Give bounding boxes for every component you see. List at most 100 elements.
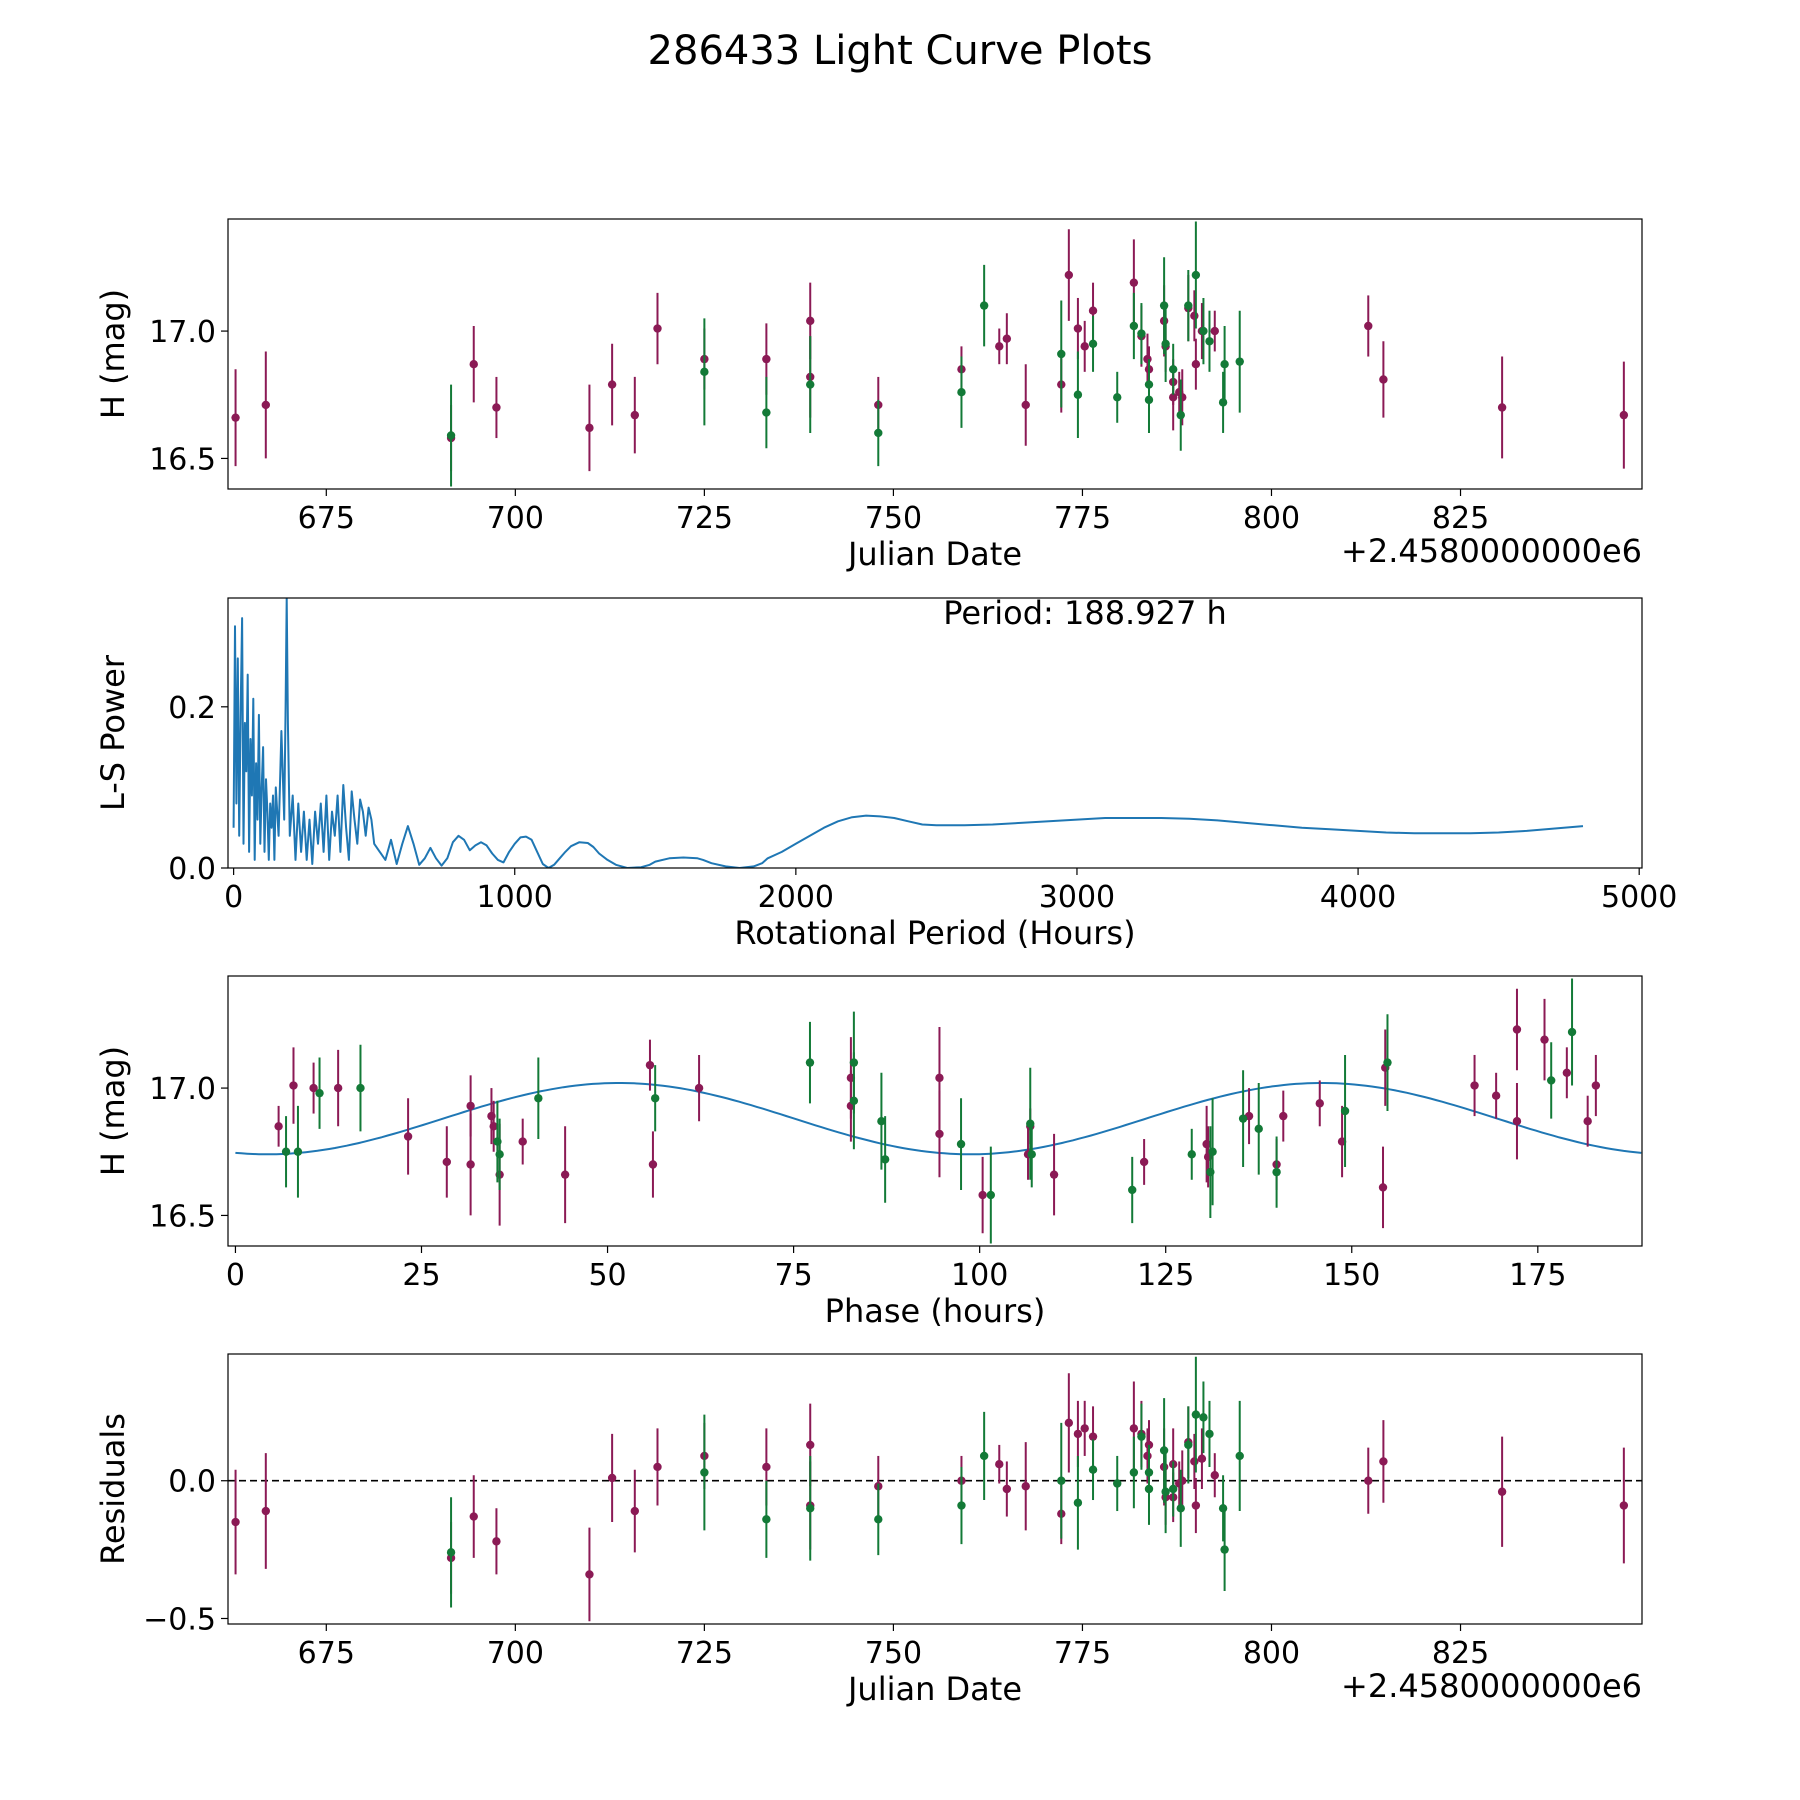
y-tick-label: 0.0 [168, 852, 216, 887]
data-point [356, 1084, 364, 1092]
lightcurve-offset-text: +2.4580000000e6 [1341, 532, 1642, 570]
x-tick-label: 150 [1323, 1258, 1380, 1293]
data-point [631, 411, 639, 419]
data-point [1081, 1424, 1089, 1432]
data-point [447, 1548, 455, 1556]
data-point [1089, 340, 1097, 348]
data-point [1498, 403, 1506, 411]
x-tick-label: 725 [676, 501, 733, 536]
periodogram-x-axis-label: Rotational Period (Hours) [734, 914, 1135, 952]
x-tick-label: 25 [402, 1258, 440, 1293]
data-point [231, 1518, 239, 1526]
data-point [1130, 1468, 1138, 1476]
data-point [447, 431, 455, 439]
data-point [1137, 329, 1145, 337]
x-tick-label: 3000 [1039, 880, 1115, 915]
data-point [1065, 1419, 1073, 1427]
data-point [1137, 1432, 1145, 1440]
data-point [1065, 271, 1073, 279]
data-point [492, 1537, 500, 1545]
data-point [881, 1155, 889, 1163]
data-point [700, 368, 708, 376]
data-point [1220, 1545, 1228, 1553]
y-tick-label: 0.2 [168, 691, 216, 726]
data-point [1592, 1081, 1600, 1089]
data-point [1255, 1125, 1263, 1133]
data-point [1140, 1158, 1148, 1166]
data-point [1130, 1424, 1138, 1432]
data-point [1547, 1076, 1555, 1084]
data-point [1130, 322, 1138, 330]
x-tick-label: 5000 [1601, 880, 1677, 915]
phased-y-axis-label: H (mag) [94, 1046, 132, 1176]
data-point [1316, 1099, 1324, 1107]
data-point [1022, 1482, 1030, 1490]
data-point [695, 1084, 703, 1092]
data-point [315, 1089, 323, 1097]
data-point [561, 1170, 569, 1178]
data-point [1074, 324, 1082, 332]
data-point [957, 388, 965, 396]
data-point [1279, 1112, 1287, 1120]
data-point [466, 1102, 474, 1110]
data-point [1583, 1117, 1591, 1125]
data-point [1128, 1186, 1136, 1194]
data-point [1089, 306, 1097, 314]
data-point [1492, 1092, 1500, 1100]
data-point [1205, 1430, 1213, 1438]
data-point [649, 1160, 657, 1168]
data-point [980, 301, 988, 309]
data-point [534, 1094, 542, 1102]
data-point [1379, 375, 1387, 383]
data-point [1540, 1035, 1548, 1043]
data-point [1239, 1114, 1247, 1122]
data-point [957, 1140, 965, 1148]
data-point [1568, 1028, 1576, 1036]
x-tick-label: 675 [298, 501, 355, 536]
data-point [762, 408, 770, 416]
x-tick-label: 700 [487, 501, 544, 536]
data-point [1192, 1501, 1200, 1509]
data-point [935, 1074, 943, 1082]
x-tick-label: 800 [1243, 1636, 1300, 1671]
data-point [1620, 1501, 1628, 1509]
data-point [1470, 1081, 1478, 1089]
data-point [1190, 1457, 1198, 1465]
x-tick-label: 100 [951, 1258, 1008, 1293]
x-tick-label: 50 [588, 1258, 626, 1293]
data-point [1161, 1488, 1169, 1496]
data-point [850, 1058, 858, 1066]
data-point [1177, 1504, 1185, 1512]
data-point [1143, 355, 1151, 363]
data-point [1563, 1069, 1571, 1077]
data-point [1190, 312, 1198, 320]
data-point [1145, 1468, 1153, 1476]
data-point [1513, 1025, 1521, 1033]
data-point [700, 1468, 708, 1476]
figure: 286433 Light Curve Plots 675 700 725 750 775… [0, 0, 1800, 1800]
data-point [294, 1148, 302, 1156]
data-point [1620, 411, 1628, 419]
data-point [653, 1463, 661, 1471]
y-tick-label: 17.0 [149, 315, 216, 350]
data-point [1143, 1452, 1151, 1460]
x-tick-label: 700 [487, 1636, 544, 1671]
phased-x-axis-label: Phase (hours) [825, 1292, 1046, 1330]
data-point [519, 1137, 527, 1145]
figure-title: 286433 Light Curve Plots [648, 28, 1153, 74]
data-point [274, 1122, 282, 1130]
data-point [1379, 1457, 1387, 1465]
data-point [334, 1084, 342, 1092]
data-point [1003, 1485, 1011, 1493]
data-point [1169, 365, 1177, 373]
y-tick-label: 16.5 [149, 1199, 216, 1234]
data-point [806, 1504, 814, 1512]
data-point [608, 380, 616, 388]
lightcurve-x-axis-label: Julian Date [846, 535, 1022, 573]
data-point [646, 1061, 654, 1069]
data-point [806, 1058, 814, 1066]
data-point [806, 1441, 814, 1449]
x-tick-label: 750 [865, 1636, 922, 1671]
data-point [1161, 340, 1169, 348]
x-tick-label: 0 [224, 880, 243, 915]
